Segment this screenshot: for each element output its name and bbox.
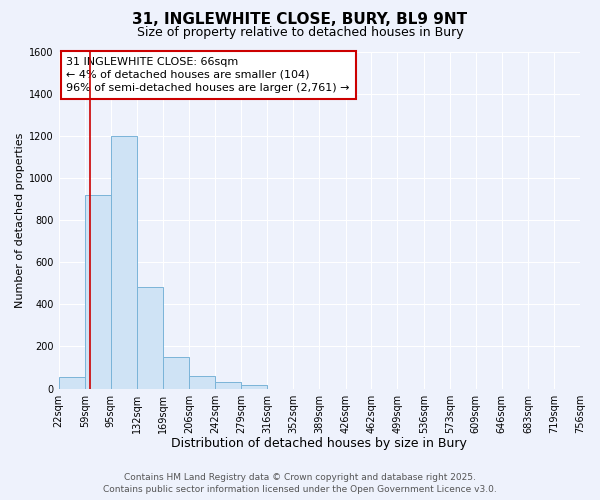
Bar (241, 386, 268, 388)
Text: 31 INGLEWHITE CLOSE: 66sqm
← 4% of detached houses are smaller (104)
96% of semi: 31 INGLEWHITE CLOSE: 66sqm ← 4% of detac… (67, 56, 350, 93)
Bar (215, 382, 241, 388)
Bar (85, 195, 110, 388)
Bar (190, 376, 215, 388)
Bar (59, 377, 85, 388)
Bar (110, 136, 137, 388)
X-axis label: Distribution of detached houses by size in Bury: Distribution of detached houses by size … (172, 437, 467, 450)
Text: 31, INGLEWHITE CLOSE, BURY, BL9 9NT: 31, INGLEWHITE CLOSE, BURY, BL9 9NT (133, 12, 467, 28)
Text: Size of property relative to detached houses in Bury: Size of property relative to detached ho… (137, 26, 463, 39)
Bar (163, 357, 190, 388)
Bar (137, 288, 163, 388)
Text: Contains HM Land Registry data © Crown copyright and database right 2025.
Contai: Contains HM Land Registry data © Crown c… (103, 472, 497, 494)
Y-axis label: Number of detached properties: Number of detached properties (15, 132, 25, 308)
